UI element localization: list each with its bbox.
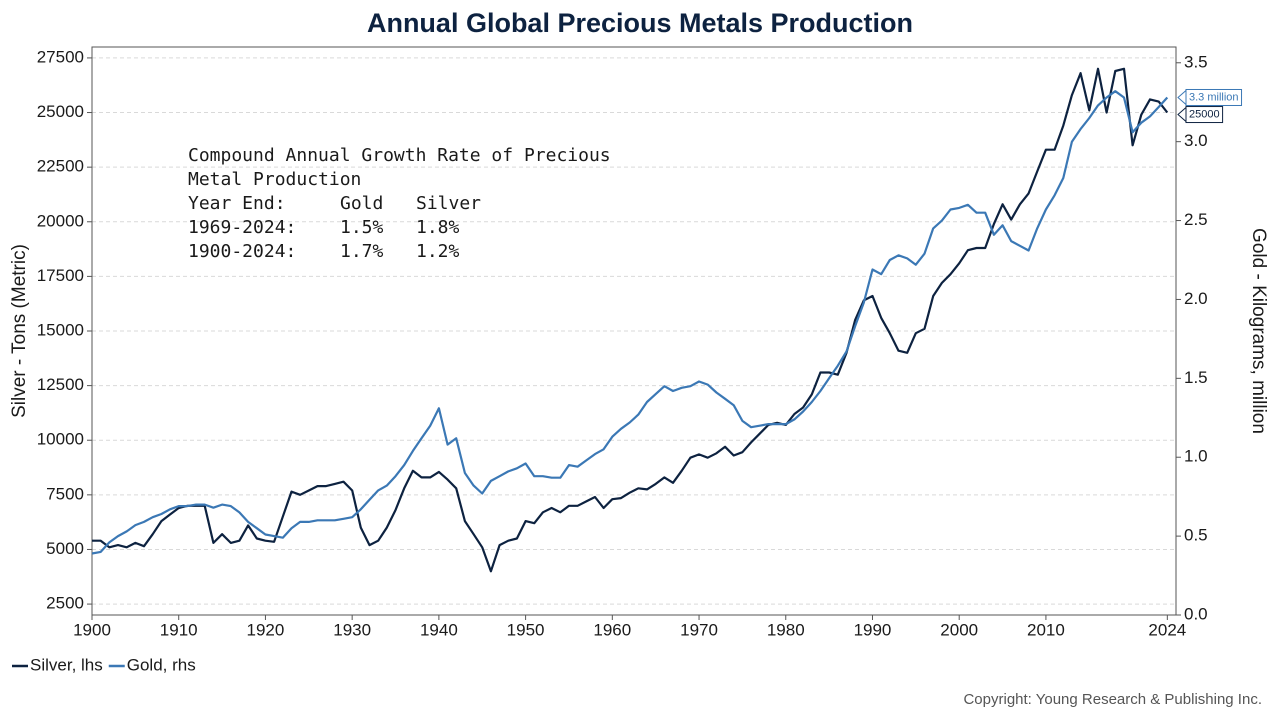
- y-axis-title: Silver - Tons (Metric): [9, 244, 30, 418]
- note-table: Year End: Gold Silver 1969-2024: 1.5% 1.…: [188, 192, 481, 264]
- series-line: [91, 90, 1169, 555]
- y-tick-label: 25000: [37, 102, 84, 121]
- end-label: 25000: [1189, 108, 1220, 120]
- y-tick-label: 20000: [37, 211, 84, 230]
- note-cell: 1969-2024:: [188, 217, 297, 238]
- y2-axis-title: Gold - Kilograms, million: [1248, 228, 1269, 434]
- x-tick-label: 1920: [247, 620, 285, 639]
- note-row: 1900-2024: 1.7% 1.2%: [188, 240, 481, 264]
- chart-title: Annual Global Precious Metals Production: [367, 8, 913, 38]
- x-tick-label: 1950: [507, 620, 545, 639]
- x-tick-label: 1960: [593, 620, 631, 639]
- y-tick-label: 22500: [37, 157, 84, 176]
- y2-tick-label: 3.0: [1184, 131, 1208, 150]
- note-row: 1969-2024: 1.5% 1.8%: [188, 216, 481, 240]
- note-row: Year End: Gold Silver: [188, 192, 481, 216]
- y-tick-label: 7500: [46, 484, 84, 503]
- legend-label: Silver, lhs: [30, 655, 103, 674]
- y2-tick-label: 3.5: [1184, 52, 1208, 71]
- x-tick-label: 1970: [680, 620, 718, 639]
- legend-label: Gold, rhs: [127, 655, 196, 674]
- x-tick-label: 1990: [854, 620, 892, 639]
- y-tick-label: 2500: [46, 594, 84, 613]
- y-tick-label: 15000: [37, 320, 84, 339]
- end-label: 3.3 million: [1189, 91, 1239, 103]
- y-tick-label: 17500: [37, 266, 84, 285]
- note-cell: 1.7%: [340, 241, 384, 262]
- source: Copyright: Young Research & Publishing I…: [963, 691, 1262, 708]
- plot-frame: [91, 46, 1177, 616]
- series-line: [92, 67, 1169, 573]
- end-label-pointer: [1177, 106, 1187, 123]
- y-tick-label: 12500: [37, 375, 84, 394]
- x-tick-label: 2010: [1027, 620, 1065, 639]
- note-title: Compound Annual Growth Rate of Precious …: [188, 145, 611, 190]
- cagr-note: Compound Annual Growth Rate of Precious …: [188, 144, 618, 264]
- y2-tick-label: 2.5: [1184, 210, 1208, 229]
- y2-tick-label: 0.5: [1184, 526, 1208, 545]
- end-label-box: [1185, 88, 1243, 106]
- y-tick-label: 27500: [37, 47, 84, 66]
- x-tick-label: 1900: [73, 620, 111, 639]
- note-cell: 1.5%: [340, 217, 384, 238]
- note-cell: 1.2%: [416, 241, 460, 262]
- y2-tick-label: 0.0: [1184, 604, 1208, 623]
- x-tick-label: 1940: [420, 620, 458, 639]
- end-label-pointer: [1177, 89, 1187, 106]
- y-tick-label: 5000: [46, 539, 84, 558]
- note-cell: Gold: [340, 193, 384, 214]
- y-tick-label: 10000: [37, 430, 84, 449]
- y2-tick-label: 1.5: [1184, 368, 1208, 387]
- x-tick-label: 2024: [1148, 620, 1186, 639]
- note-cell: 1900-2024:: [188, 241, 297, 262]
- y2-tick-label: 1.0: [1184, 447, 1208, 466]
- y2-tick-label: 2.0: [1184, 289, 1208, 308]
- x-tick-label: 1910: [160, 620, 198, 639]
- note-cell: 1.8%: [416, 217, 460, 238]
- x-tick-label: 1980: [767, 620, 805, 639]
- note-cell: Silver: [416, 193, 482, 214]
- end-label-box: [1185, 106, 1224, 124]
- x-tick-label: 1930: [333, 620, 371, 639]
- note-cell: Year End:: [188, 193, 286, 214]
- x-tick-label: 2000: [940, 620, 978, 639]
